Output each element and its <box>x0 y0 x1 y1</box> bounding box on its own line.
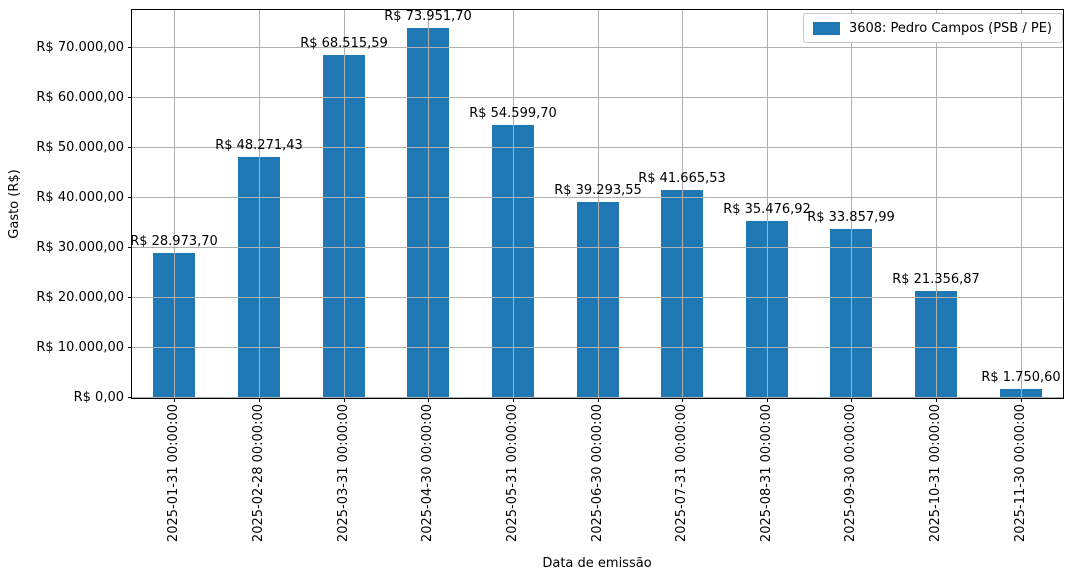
y-tick-mark <box>128 397 132 398</box>
x-axis-title: Data de emissão <box>542 556 652 571</box>
y-tick-label: R$ 20.000,00 <box>36 289 124 305</box>
y-tick-label: R$ 30.000,00 <box>36 239 124 255</box>
x-tick-mark <box>936 398 937 402</box>
y-tick-label: R$ 70.000,00 <box>36 39 124 55</box>
x-tick-mark <box>682 398 683 402</box>
y-tick-mark <box>128 97 132 98</box>
x-tick-mark <box>1021 398 1022 402</box>
gridline-v <box>513 10 514 398</box>
bar-value-label: R$ 39.293,55 <box>554 182 642 198</box>
gridline-h <box>132 97 1063 98</box>
gridline-h <box>132 297 1063 298</box>
x-tick-label: 2025-04-30 00:00:00 <box>420 404 435 543</box>
x-tick-mark <box>767 398 768 402</box>
bar-value-label: R$ 35.476,92 <box>723 201 811 217</box>
x-tick-mark <box>513 398 514 402</box>
x-tick-mark <box>598 398 599 402</box>
gridline-h <box>132 47 1063 48</box>
bar-value-label: R$ 54.599,70 <box>469 106 557 121</box>
gridline-v <box>344 10 345 398</box>
plot-area <box>131 9 1064 399</box>
bar-value-label: R$ 21.356,87 <box>892 272 980 288</box>
legend-label: 3608: Pedro Campos (PSB / PE) <box>848 20 1052 36</box>
x-tick-mark <box>259 398 260 402</box>
y-tick-mark <box>128 47 132 48</box>
x-tick-label: 2025-10-31 00:00:00 <box>928 404 943 543</box>
y-axis-title: Gasto (R$) <box>7 169 22 239</box>
gridline-v <box>174 10 175 398</box>
gridline-v <box>851 10 852 398</box>
bar-value-label: R$ 28.973,70 <box>130 234 218 250</box>
y-tick-label: R$ 50.000,00 <box>36 139 124 155</box>
y-tick-label: R$ 0,00 <box>73 389 124 405</box>
bar-value-label: R$ 73.951,70 <box>384 9 472 25</box>
y-tick-mark <box>128 147 132 148</box>
y-tick-label: R$ 60.000,00 <box>36 89 124 105</box>
bar-value-label: R$ 41.665,53 <box>638 170 726 186</box>
gridline-v <box>259 10 260 398</box>
gridline-v <box>767 10 768 398</box>
y-tick-mark <box>128 247 132 248</box>
gridline-h <box>132 147 1063 148</box>
gridline-h <box>132 247 1063 248</box>
x-tick-label: 2025-08-31 00:00:00 <box>759 404 774 543</box>
gridline-v <box>428 10 429 398</box>
x-tick-label: 2025-06-30 00:00:00 <box>590 404 605 543</box>
x-tick-mark <box>428 398 429 402</box>
x-tick-mark <box>851 398 852 402</box>
gridline-v <box>682 10 683 398</box>
x-tick-label: 2025-01-31 00:00:00 <box>166 404 181 543</box>
y-tick-mark <box>128 347 132 348</box>
y-tick-mark <box>128 197 132 198</box>
legend: 3608: Pedro Campos (PSB / PE) <box>802 13 1063 43</box>
x-tick-label: 2025-09-30 00:00:00 <box>843 404 858 543</box>
gridline-h <box>132 347 1063 348</box>
y-tick-label: R$ 10.000,00 <box>36 339 124 355</box>
y-tick-mark <box>128 297 132 298</box>
y-tick-label: R$ 40.000,00 <box>36 189 124 205</box>
gridline-v <box>936 10 937 398</box>
gridline-v <box>1021 10 1022 398</box>
legend-swatch <box>812 21 840 35</box>
bar-value-label: R$ 1.750,60 <box>981 370 1061 386</box>
gridline-h <box>132 197 1063 198</box>
x-tick-mark <box>174 398 175 402</box>
gridline-h <box>132 397 1063 398</box>
gridline-v <box>598 10 599 398</box>
bar-value-label: R$ 48.271,43 <box>215 137 303 153</box>
bar-value-label: R$ 33.857,99 <box>807 209 895 225</box>
x-tick-label: 2025-02-28 00:00:00 <box>251 404 266 543</box>
x-tick-label: 2025-05-31 00:00:00 <box>505 404 520 543</box>
bar-value-label: R$ 68.515,59 <box>300 36 388 52</box>
x-tick-label: 2025-07-31 00:00:00 <box>674 404 689 543</box>
x-tick-label: 2025-11-30 00:00:00 <box>1013 404 1028 543</box>
x-tick-label: 2025-03-31 00:00:00 <box>336 404 351 543</box>
x-tick-mark <box>344 398 345 402</box>
